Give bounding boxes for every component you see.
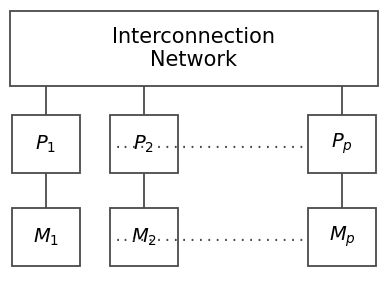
FancyBboxPatch shape <box>12 208 80 266</box>
FancyBboxPatch shape <box>308 208 376 266</box>
FancyBboxPatch shape <box>110 115 178 173</box>
Text: $M_2$: $M_2$ <box>131 226 157 248</box>
Text: .......................: ....................... <box>114 137 306 151</box>
Text: $P_2$: $P_2$ <box>133 133 154 155</box>
Text: Interconnection
Network: Interconnection Network <box>112 27 275 70</box>
Text: $P_p$: $P_p$ <box>331 132 353 156</box>
FancyBboxPatch shape <box>12 115 80 173</box>
Text: $P_1$: $P_1$ <box>35 133 57 155</box>
FancyBboxPatch shape <box>110 208 178 266</box>
Text: $M_1$: $M_1$ <box>33 226 59 248</box>
Text: .......................: ....................... <box>114 230 306 244</box>
Text: $M_p$: $M_p$ <box>328 225 355 249</box>
FancyBboxPatch shape <box>10 11 378 86</box>
FancyBboxPatch shape <box>308 115 376 173</box>
